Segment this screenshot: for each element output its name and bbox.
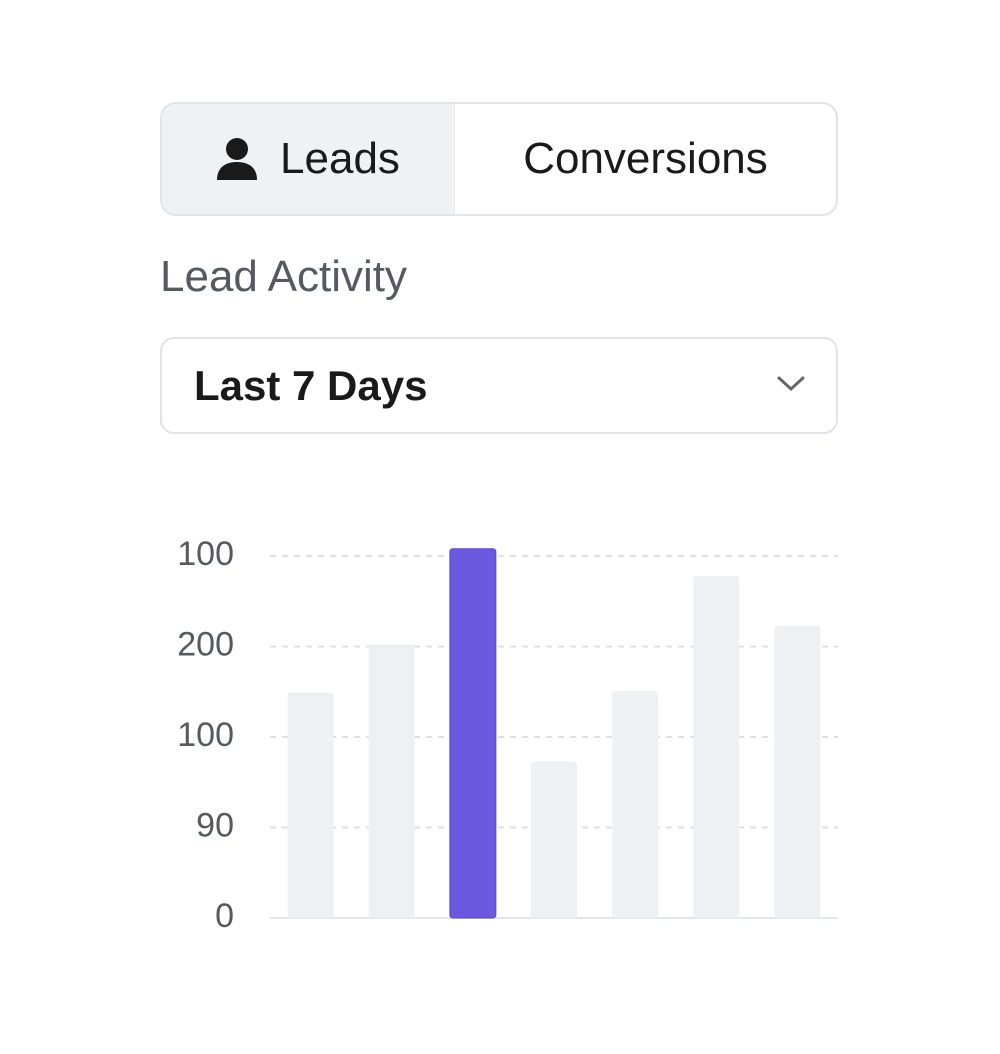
bar <box>612 690 659 918</box>
y-tick-label: 90 <box>196 806 234 844</box>
range-dropdown[interactable]: Last 7 Days <box>160 337 838 434</box>
tab-bar: Leads Conversions <box>160 102 838 216</box>
bar <box>693 575 740 918</box>
chevron <box>777 376 805 392</box>
tab-label: Conversions <box>523 134 768 183</box>
tab-label: Leads <box>280 134 400 183</box>
y-tick-label: 0 <box>215 897 234 935</box>
y-tick-label: 200 <box>177 625 234 663</box>
tab-conversions[interactable]: Conversions <box>455 104 836 214</box>
bar <box>531 761 577 918</box>
section-label: Lead Activity <box>160 252 408 301</box>
dropdown-value: Last 7 Days <box>194 361 428 409</box>
bar <box>287 692 334 918</box>
bar <box>368 644 415 918</box>
person-icon <box>217 138 258 180</box>
bar <box>774 625 821 918</box>
bar <box>449 548 497 919</box>
y-tick-label: 100 <box>177 535 234 573</box>
y-tick-label: 100 <box>177 716 234 754</box>
tab-leads[interactable]: Leads <box>162 104 455 214</box>
chart: 0 90 100 200 100 <box>177 535 838 935</box>
